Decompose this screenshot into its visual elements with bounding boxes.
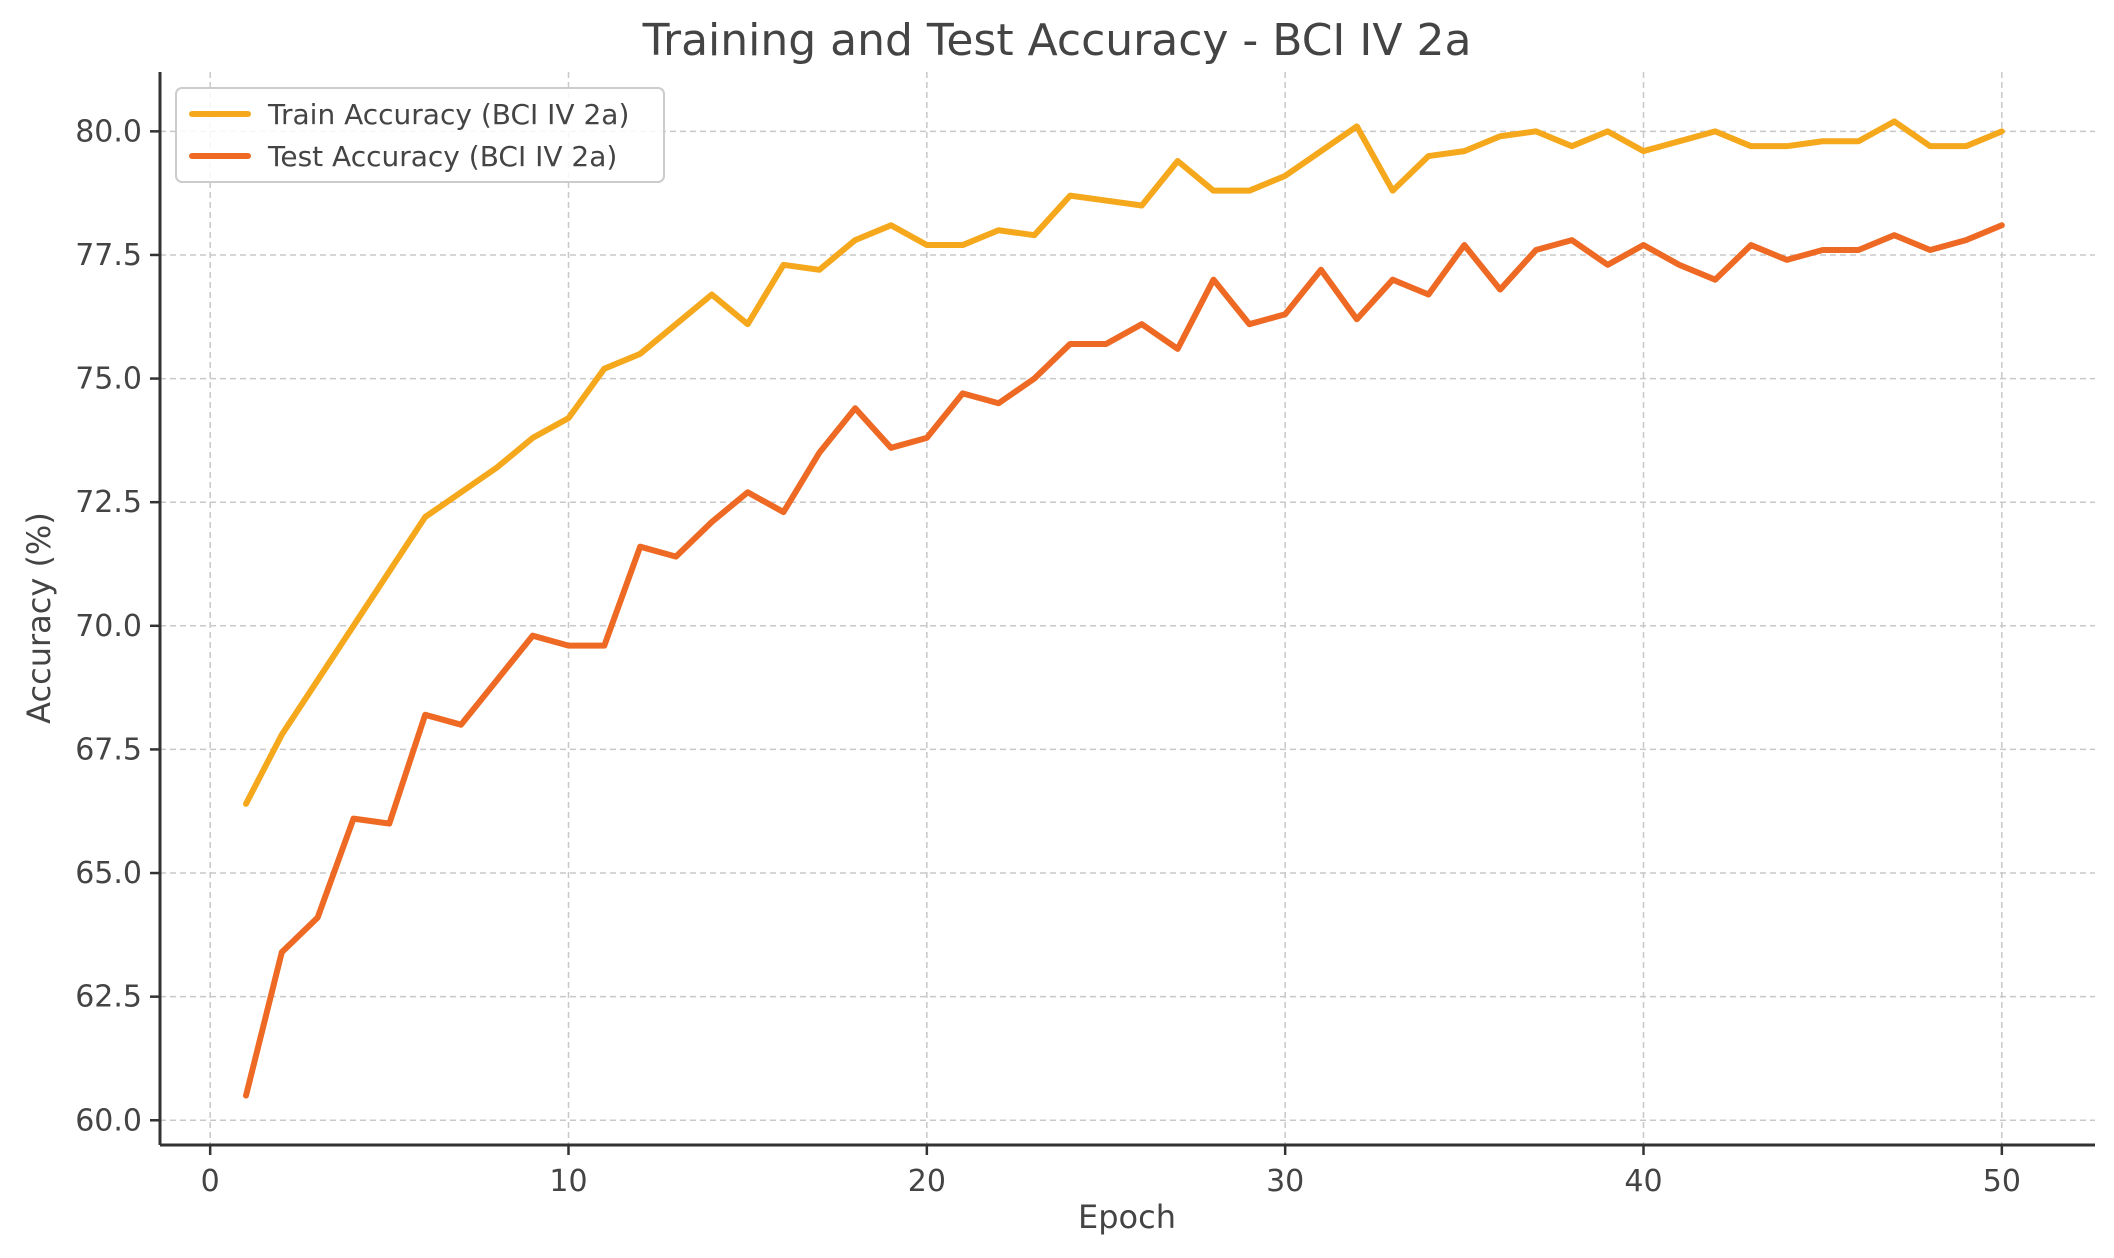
x-tick-label: 30 [1266,1164,1304,1199]
y-tick-label: 72.5 [75,485,142,520]
legend-entry: Train Accuracy (BCI IV 2a) [267,98,629,131]
chart-title: Training and Test Accuracy - BCI IV 2a [642,15,1472,66]
x-tick-label: 40 [1624,1164,1662,1199]
train-accuracy-line [243,118,2005,807]
y-axis-label: Accuracy (%) [20,512,58,724]
y-tick-label: 80.0 [75,114,142,149]
y-tick-label: 65.0 [75,856,142,891]
legend: Train Accuracy (BCI IV 2a) Test Accuracy … [175,87,665,183]
y-tick-label: 75.0 [75,362,142,397]
tick-labels: 0 10 20 30 40 50 60.0 62.5 65.0 67.5 70.0 72.5 75.0 7… [75,114,2021,1199]
x-tick-label: 50 [1983,1164,2021,1199]
y-tick-label: 60.0 [75,1103,142,1138]
x-axis-label: Epoch [1078,1198,1176,1236]
grid-lines [160,72,2095,1145]
axes [150,72,2095,1155]
series-lines [243,118,2005,1099]
x-tick-label: 20 [908,1164,946,1199]
legend-box [175,87,665,183]
y-tick-label: 62.5 [75,980,142,1015]
y-tick-label: 67.5 [75,732,142,767]
y-tick-label: 70.0 [75,609,142,644]
test-accuracy-line [243,222,2005,1099]
x-tick-label: 0 [201,1164,220,1199]
y-tick-label: 77.5 [75,238,142,273]
legend-entry: Test Accuracy (BCI IV 2a) [267,140,617,173]
x-tick-label: 10 [549,1164,587,1199]
